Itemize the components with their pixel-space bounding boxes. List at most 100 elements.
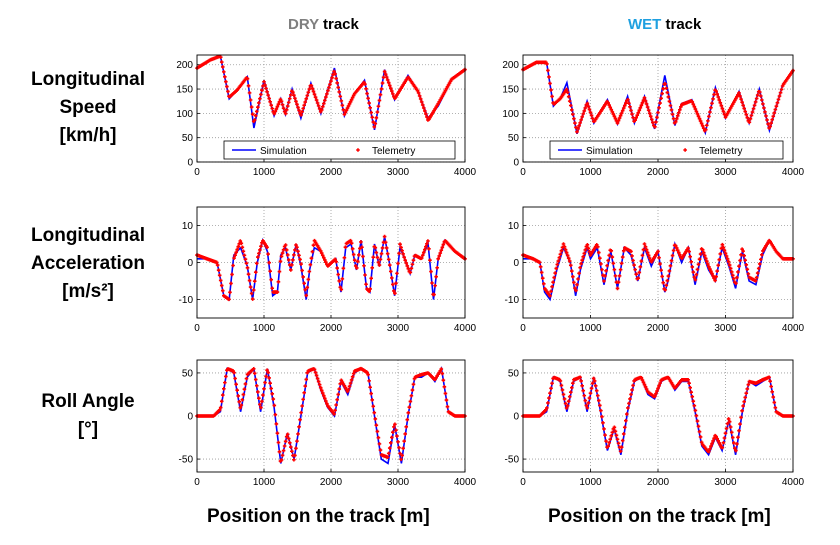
roll-dry-telemetry-point [376, 435, 381, 440]
speed-dry-telemetry-point [296, 105, 300, 110]
speed-wet-telemetry-point [671, 116, 676, 121]
speed-wet-telemetry-point [642, 96, 647, 100]
accel-label-line-2: Acceleration [30, 253, 146, 274]
roll-wet-x-tick-label: 3000 [714, 477, 737, 488]
roll-wet-telemetry-point [595, 393, 600, 398]
accel-wet-telemetry-point [760, 253, 764, 257]
roll-dry-telemetry-point [397, 445, 401, 450]
speed-wet-telemetry-point [581, 112, 586, 116]
roll-wet-telemetry-point [549, 386, 553, 391]
speed-dry-telemetry-point [321, 101, 326, 106]
speed-wet-telemetry-point [741, 103, 745, 108]
speed-wet-telemetry-point [631, 115, 635, 120]
speed-wet-telemetry-point [586, 104, 591, 109]
accel-dry-telemetry-point [230, 272, 234, 277]
speed-wet-telemetry-point [549, 88, 553, 92]
roll-dry-telemetry-point [292, 457, 296, 462]
accel-wet-telemetry-point [757, 262, 762, 266]
accel-wet-telemetry-point [564, 250, 569, 255]
roll-dry-telemetry-point [233, 376, 237, 381]
accel-dry-telemetry-point [436, 257, 440, 261]
accel-wet-telemetry-point [609, 249, 614, 253]
accel-wet-telemetry-point [664, 283, 669, 288]
roll-wet-telemetry-point [742, 399, 746, 404]
speed-wet-telemetry-point [709, 105, 713, 110]
roll-dry-telemetry-point [444, 398, 449, 402]
speed-dry-telemetry-point [265, 89, 269, 94]
accel-wet-telemetry-point [558, 252, 563, 257]
speed-dry-telemetry-point [320, 104, 325, 109]
speed-wet-telemetry-point [720, 106, 725, 111]
accel-dry-telemetry-point [342, 255, 347, 260]
speed-wet-telemetry-point [719, 103, 724, 108]
roll-wet-telemetry-point [728, 425, 733, 429]
roll-dry-telemetry-point [262, 387, 266, 391]
roll-wet-telemetry-point [622, 425, 627, 430]
roll-dry-telemetry-point [238, 405, 243, 410]
accel-dry-telemetry-point [425, 242, 429, 246]
roll-wet-telemetry-point [743, 395, 748, 400]
accel-wet-telemetry-point [570, 269, 574, 273]
roll-wet-telemetry-point [565, 403, 570, 408]
speed-dry-telemetry-point [246, 83, 251, 88]
roll-wet-telemetry-point [736, 435, 740, 440]
accel-wet-telemetry-point [724, 254, 729, 258]
accel-dry-frame [196, 206, 466, 319]
roll-wet-telemetry-point [563, 401, 568, 406]
speed-wet-telemetry-point [737, 91, 741, 95]
accel-wet-telemetry-point [710, 271, 714, 276]
accel-dry-telemetry-point [251, 288, 256, 292]
accel-dry-y-tick-label: 10 [182, 221, 194, 232]
accel-dry-telemetry-point [368, 287, 372, 291]
roll-wet-telemetry-point [698, 435, 703, 439]
speed-wet-telemetry-point [690, 100, 695, 104]
accel-dry-telemetry-point [356, 259, 360, 264]
accel-dry-telemetry-point [375, 255, 380, 260]
speed-dry-telemetry-point [270, 106, 275, 111]
speed-wet-telemetry-point [693, 107, 698, 111]
speed-wet-telemetry-point [659, 96, 663, 101]
accel-wet-telemetry-point [639, 259, 644, 263]
accel-wet-telemetry-point [541, 282, 546, 286]
roll-wet-telemetry-point [721, 440, 726, 445]
accel-dry-telemetry-point [408, 270, 413, 275]
speed-dry-telemetry-point [368, 106, 372, 110]
roll-wet-telemetry-point [558, 379, 563, 383]
accel-dry-telemetry-point [340, 277, 345, 281]
accel-wet-telemetry-point [610, 255, 615, 259]
roll-dry-telemetry-point [298, 417, 302, 422]
speed-dry-telemetry-point [329, 79, 333, 83]
accel-dry-telemetry-point [334, 259, 338, 264]
accel-wet-telemetry-point [743, 258, 748, 263]
speed-dry-telemetry-point [285, 104, 290, 108]
roll-wet-telemetry-point [586, 401, 591, 405]
speed-dry-telemetry-point [374, 116, 379, 120]
accel-dry-telemetry-point [305, 285, 310, 290]
speed-dry-y-tick-label: 0 [187, 158, 193, 169]
roll-dry-telemetry-point [324, 399, 328, 403]
speed-wet-telemetry-point [760, 98, 764, 102]
accel-wet-telemetry-point [616, 280, 621, 284]
roll-dry-telemetry-point [267, 376, 271, 380]
roll-dry-telemetry-point [264, 374, 268, 379]
roll-wet-telemetry-point [725, 421, 730, 426]
roll-dry-telemetry-point [370, 398, 375, 402]
roll-wet-telemetry-point [587, 396, 592, 400]
accel-dry-telemetry-point [410, 262, 415, 267]
roll-dry-telemetry-point [236, 394, 241, 398]
speed-wet-telemetry-point [617, 116, 622, 120]
roll-wet-telemetry-point [597, 398, 601, 403]
speed-wet-telemetry-point [738, 94, 742, 98]
accel-dry-telemetry-point [360, 245, 364, 250]
accel-dry-telemetry-point [409, 266, 414, 271]
accel-wet-telemetry-point [555, 262, 560, 267]
roll-wet-telemetry-point [619, 445, 624, 450]
accel-wet-telemetry-point [736, 270, 740, 274]
speed-dry-telemetry-point [259, 92, 263, 97]
roll-wet-telemetry-point [688, 385, 692, 390]
roll-dry-telemetry-point [371, 404, 376, 409]
roll-wet-telemetry-point [710, 441, 714, 446]
speed-dry-telemetry-point [301, 106, 305, 111]
speed-wet-telemetry-point [770, 117, 775, 122]
speed-wet-telemetry-point [745, 115, 750, 120]
